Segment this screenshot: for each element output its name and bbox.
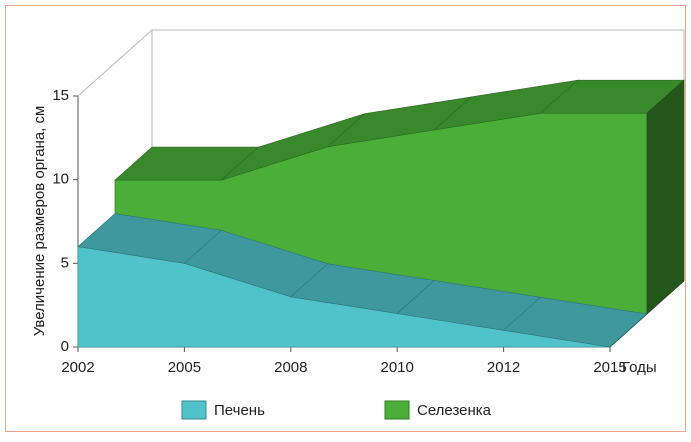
y-tick-label: 15 [52, 87, 69, 104]
area-side [609, 313, 648, 348]
legend-swatch [181, 400, 207, 420]
legend-swatch [384, 400, 410, 420]
x-tick-label: 2005 [168, 359, 201, 376]
y-axis-label: Увеличение размеров органа, см [31, 106, 48, 337]
area-side [646, 79, 685, 315]
x-tick-label: 2015 [593, 359, 626, 376]
legend-label: Печень [214, 402, 265, 419]
y-tick-label: 5 [61, 254, 69, 271]
frame [5, 5, 686, 432]
legend-label: Селезенка [417, 402, 492, 419]
x-tick-label: 2002 [61, 359, 94, 376]
x-tick-label: 2012 [487, 359, 520, 376]
x-tick-label: 2008 [274, 359, 307, 376]
x-tick-label: 2010 [381, 359, 414, 376]
y-tick-label: 0 [61, 338, 69, 355]
x-axis-label: Годы [622, 359, 657, 376]
y-tick-label: 10 [52, 171, 69, 188]
